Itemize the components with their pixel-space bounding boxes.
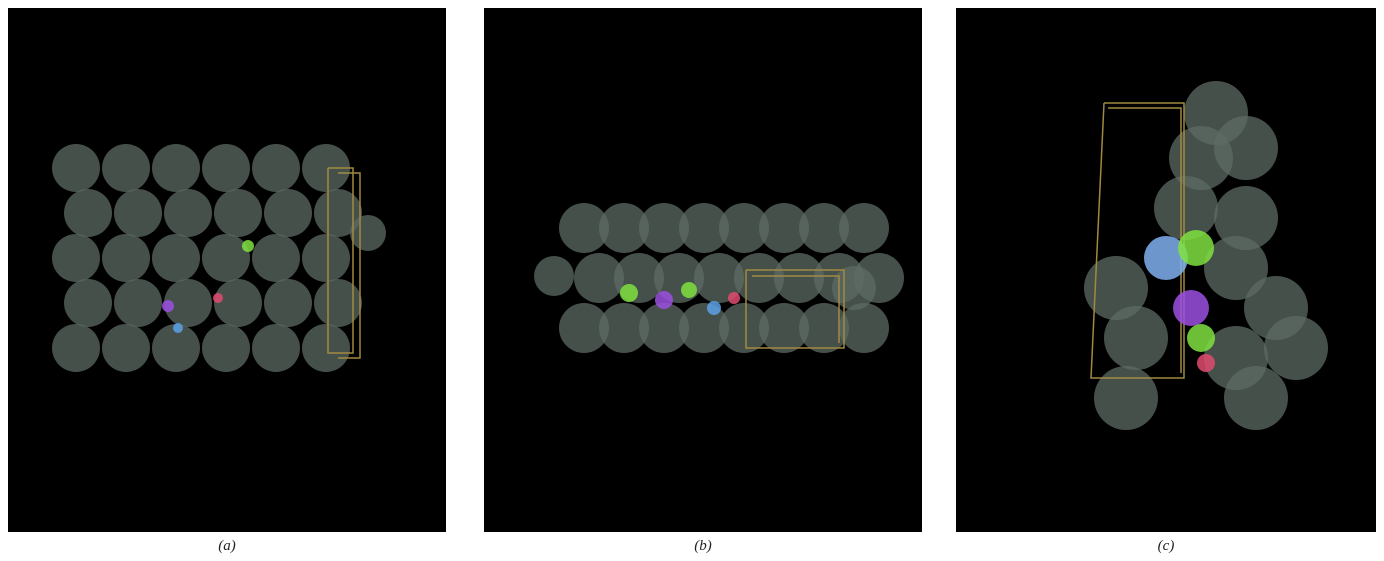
molecule — [252, 144, 300, 192]
molecule — [52, 324, 100, 372]
molecule — [64, 279, 112, 327]
molecule — [214, 189, 262, 237]
molecule — [152, 144, 200, 192]
molecule — [202, 234, 250, 282]
molecule — [1264, 316, 1328, 380]
molecule — [114, 189, 162, 237]
panel-b — [484, 8, 922, 532]
molecule — [152, 234, 200, 282]
molecule — [839, 203, 889, 253]
molecule — [64, 189, 112, 237]
molecule — [839, 303, 889, 353]
render-c — [956, 8, 1376, 532]
page: (a) (b) (c) (() => { const data = JSON.p… — [0, 0, 1384, 561]
molecule — [252, 234, 300, 282]
ligand — [1173, 290, 1209, 326]
panel-a — [8, 8, 446, 532]
ligand — [213, 293, 223, 303]
ligand — [1187, 324, 1215, 352]
panel-label: (a) — [8, 538, 446, 555]
panel-label: (c) — [956, 538, 1376, 555]
ligand — [173, 323, 183, 333]
molecule — [302, 324, 350, 372]
render-b — [484, 8, 922, 532]
molecule — [1094, 366, 1158, 430]
render-a — [8, 8, 446, 532]
ligand — [681, 282, 697, 298]
molecule — [102, 144, 150, 192]
panel-label: (b) — [484, 538, 922, 555]
molecule — [102, 234, 150, 282]
ligand — [242, 240, 254, 252]
ligand — [707, 301, 721, 315]
molecule — [1214, 116, 1278, 180]
molecule — [52, 144, 100, 192]
molecule — [114, 279, 162, 327]
ligand — [620, 284, 638, 302]
ligand — [1197, 354, 1215, 372]
molecule — [1154, 176, 1218, 240]
molecule — [252, 324, 300, 372]
molecule — [302, 234, 350, 282]
molecule — [202, 324, 250, 372]
molecule — [314, 279, 362, 327]
ligand — [1178, 230, 1214, 266]
ligand — [655, 291, 673, 309]
molecule — [350, 215, 386, 251]
molecule — [214, 279, 262, 327]
molecule — [1224, 366, 1288, 430]
molecule — [202, 144, 250, 192]
molecule — [264, 189, 312, 237]
molecule — [534, 256, 574, 296]
panel-c — [956, 8, 1376, 532]
molecule — [52, 234, 100, 282]
ligand — [728, 292, 740, 304]
molecule — [102, 324, 150, 372]
molecule — [164, 189, 212, 237]
ligand — [162, 300, 174, 312]
molecule — [1104, 306, 1168, 370]
molecule — [264, 279, 312, 327]
